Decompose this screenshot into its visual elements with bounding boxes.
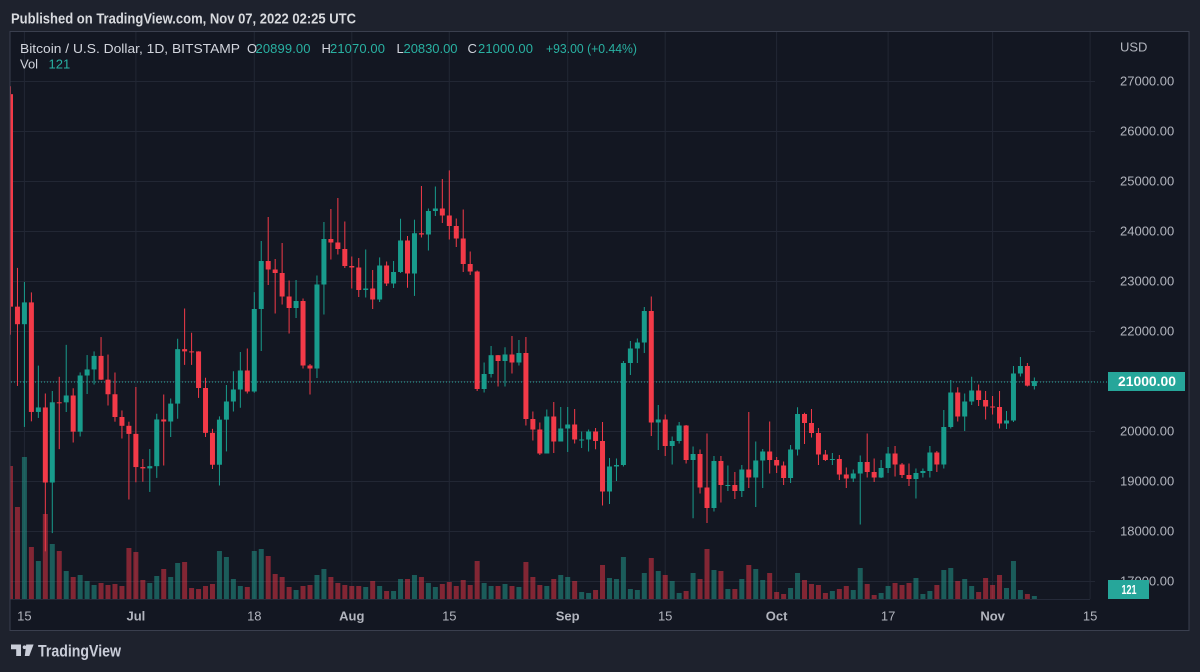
svg-text:+93.00 (+0.44%): +93.00 (+0.44%)	[546, 41, 637, 56]
svg-text:24000.00: 24000.00	[1120, 224, 1174, 239]
svg-text:Jul: Jul	[127, 609, 146, 624]
svg-text:20000.00: 20000.00	[1120, 424, 1174, 439]
svg-text:27000.00: 27000.00	[1120, 74, 1174, 89]
svg-text:22000.00: 22000.00	[1120, 324, 1174, 339]
svg-text:25000.00: 25000.00	[1120, 174, 1174, 189]
svg-text:121: 121	[49, 57, 71, 72]
svg-text:15: 15	[17, 609, 31, 624]
svg-text:TradingView: TradingView	[38, 643, 121, 661]
svg-text:C: C	[468, 41, 477, 56]
svg-text:15: 15	[1083, 609, 1097, 624]
svg-text:Aug: Aug	[339, 609, 364, 624]
svg-text:18: 18	[247, 609, 261, 624]
svg-text:Published on TradingView.com,: Published on TradingView.com, Nov 07, 20…	[11, 11, 356, 28]
svg-text:20899.00: 20899.00	[256, 41, 311, 56]
svg-text:18000.00: 18000.00	[1120, 524, 1174, 539]
svg-text:21000.00: 21000.00	[1118, 374, 1176, 389]
svg-text:23000.00: 23000.00	[1120, 274, 1174, 289]
svg-text:Oct: Oct	[766, 609, 788, 624]
svg-text:15: 15	[442, 609, 456, 624]
svg-text:19000.00: 19000.00	[1120, 474, 1174, 489]
svg-text:15: 15	[658, 609, 672, 624]
svg-text:USD: USD	[1120, 40, 1147, 55]
svg-text:Sep: Sep	[556, 609, 580, 624]
svg-text:Vol: Vol	[20, 57, 38, 72]
svg-text:21070.00: 21070.00	[330, 41, 385, 56]
svg-text:L: L	[397, 41, 404, 56]
svg-text:26000.00: 26000.00	[1120, 124, 1174, 139]
svg-text:Bitcoin / U.S. Dollar, 1D, BIT: Bitcoin / U.S. Dollar, 1D, BITSTAMP	[20, 41, 240, 56]
svg-text:H: H	[322, 41, 331, 56]
svg-text:17: 17	[881, 609, 895, 624]
svg-text:O: O	[247, 41, 257, 56]
svg-text:21000.00: 21000.00	[478, 41, 533, 56]
svg-text:20830.00: 20830.00	[404, 41, 458, 56]
svg-text:Nov: Nov	[980, 609, 1005, 624]
svg-text:121: 121	[1122, 583, 1137, 597]
